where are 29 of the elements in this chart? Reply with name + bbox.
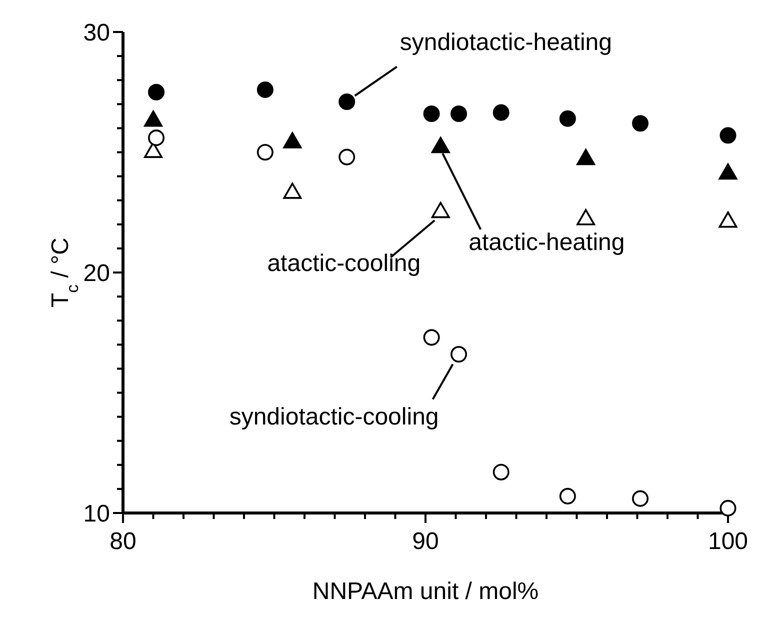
point xyxy=(720,127,736,144)
y-tick-label: 10 xyxy=(83,500,110,528)
point xyxy=(423,329,440,346)
point xyxy=(338,94,356,110)
point xyxy=(256,81,274,98)
point xyxy=(450,346,468,363)
point xyxy=(423,106,440,122)
point xyxy=(559,488,576,504)
x-tick-label: 90 xyxy=(412,528,439,555)
y-tick-label: 30 xyxy=(83,19,110,46)
point xyxy=(720,500,736,516)
point xyxy=(148,130,165,146)
point xyxy=(338,148,356,166)
point xyxy=(559,110,576,127)
annotation: syndiotactic-cooling xyxy=(229,404,439,431)
annotation: syndiotactic-heating xyxy=(400,29,612,56)
point xyxy=(632,490,649,507)
x-axis-title: NNPAAm unit / mol% xyxy=(312,578,539,605)
annotation: atactic-cooling xyxy=(267,250,421,277)
annotation: atactic-heating xyxy=(468,228,625,256)
point xyxy=(632,115,649,132)
point xyxy=(450,106,468,122)
x-tick-label: 100 xyxy=(708,528,748,555)
x-tick-label: 80 xyxy=(110,528,136,555)
point xyxy=(492,104,510,121)
point xyxy=(492,464,510,480)
point xyxy=(148,84,165,100)
y-tick-label: 20 xyxy=(83,260,110,287)
point xyxy=(256,144,274,160)
